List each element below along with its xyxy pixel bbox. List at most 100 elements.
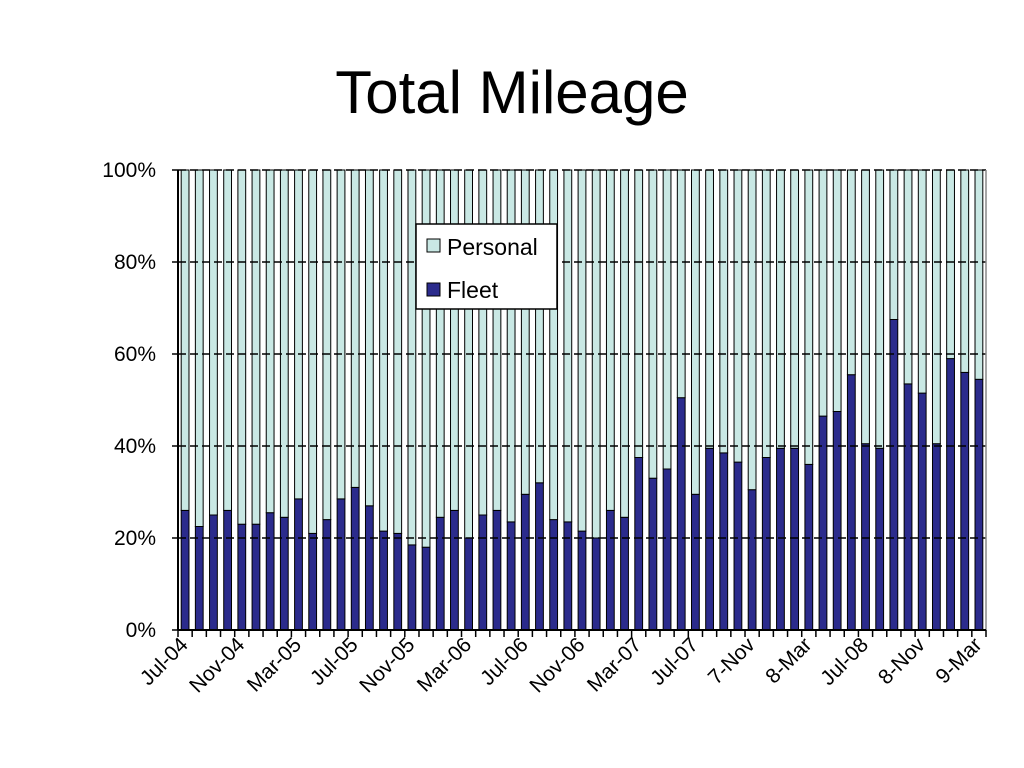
x-tick-label: 8-Mar — [761, 633, 816, 688]
bar-personal — [379, 169, 388, 532]
bar-fleet — [194, 526, 204, 631]
bar-fleet — [393, 532, 403, 631]
bar-fleet — [960, 371, 970, 631]
bar-fleet — [790, 447, 800, 631]
legend-label-personal: Personal — [447, 234, 538, 260]
bar-personal — [223, 169, 233, 511]
bar-personal — [563, 169, 573, 523]
bar-personal — [818, 169, 828, 417]
bar-personal — [804, 169, 814, 465]
y-tick-label: 40% — [114, 435, 156, 458]
x-tick-label: Jul-06 — [476, 633, 533, 690]
bar-personal — [265, 169, 275, 514]
bar-personal — [450, 169, 459, 511]
x-tick-label: Mar-05 — [243, 633, 306, 696]
bar-personal — [421, 169, 431, 548]
bar-personal — [903, 169, 913, 385]
x-tick-label: 7-Nov — [704, 633, 760, 689]
bar-fleet — [322, 519, 332, 631]
bar-personal — [676, 169, 686, 399]
bar-fleet — [209, 514, 218, 631]
bar-fleet — [279, 516, 289, 631]
bar-personal — [960, 169, 970, 373]
bar-fleet — [648, 477, 658, 631]
bar-personal — [577, 169, 587, 532]
bar-fleet — [450, 509, 459, 631]
bar-fleet — [251, 523, 261, 631]
bar-personal — [180, 169, 190, 511]
bar-personal — [776, 169, 785, 449]
bar-personal — [350, 169, 360, 488]
bar-fleet — [776, 447, 785, 631]
bar-personal — [294, 169, 303, 500]
bar-fleet — [492, 509, 502, 631]
legend-swatch-personal — [426, 238, 441, 253]
bar-personal — [492, 169, 502, 511]
bar-personal — [861, 169, 870, 445]
bar-fleet — [223, 509, 233, 631]
bar-personal — [364, 169, 374, 507]
bar-personal — [237, 169, 247, 525]
bar-fleet — [861, 443, 870, 631]
bar-personal — [605, 169, 615, 511]
bar-personal — [931, 169, 941, 445]
bar-personal — [435, 169, 445, 518]
bar-fleet — [747, 489, 757, 631]
bar-fleet — [294, 498, 303, 631]
bar-personal — [620, 169, 629, 518]
bar-fleet — [549, 519, 559, 631]
bar-fleet — [662, 468, 672, 631]
bar-fleet — [577, 530, 587, 631]
bar-personal — [251, 169, 261, 525]
y-tick-label: 0% — [126, 619, 156, 642]
bar-personal — [535, 169, 544, 484]
y-tick-label: 20% — [114, 527, 156, 550]
bar-personal — [209, 169, 218, 516]
bar-personal — [974, 169, 984, 380]
bar-fleet — [265, 512, 275, 631]
bar-fleet — [364, 505, 374, 631]
bar-fleet — [308, 532, 318, 631]
bar-personal — [662, 169, 672, 470]
y-tick-label: 100% — [102, 159, 156, 182]
bar-personal — [846, 169, 856, 376]
bar-fleet — [407, 544, 417, 631]
bar-personal — [520, 169, 530, 495]
bar-fleet — [421, 546, 431, 631]
bar-personal — [279, 169, 289, 518]
bar-fleet — [336, 498, 346, 631]
bar-fleet — [691, 493, 700, 631]
bar-personal — [719, 169, 729, 454]
bar-fleet — [634, 457, 644, 631]
bar-personal — [761, 169, 771, 458]
x-tick-label: 9-Mar — [931, 633, 986, 688]
bar-personal — [648, 169, 658, 479]
x-tick-label: Mar-07 — [583, 633, 646, 696]
x-tick-label: Jul-08 — [816, 633, 873, 690]
bar-fleet — [818, 415, 828, 631]
bar-fleet — [931, 443, 941, 631]
bar-fleet — [379, 530, 388, 631]
bar-fleet — [946, 358, 955, 631]
bar-fleet — [875, 447, 885, 631]
legend-label-fleet: Fleet — [447, 277, 499, 303]
bar-personal — [634, 169, 644, 458]
axes — [172, 169, 987, 637]
bar-personal — [393, 169, 403, 534]
x-tick-label: Jul-05 — [306, 633, 363, 690]
bar-fleet — [237, 523, 247, 631]
bar-personal — [549, 169, 559, 521]
bar-fleet — [464, 537, 473, 631]
bar-personal — [875, 169, 885, 449]
bar-personal — [747, 169, 757, 491]
bar-fleet — [520, 493, 530, 631]
y-tick-label: 60% — [114, 343, 156, 366]
gridlines — [178, 169, 986, 539]
bar-fleet — [889, 319, 899, 631]
bar-fleet — [832, 411, 842, 631]
x-tick-label: Jul-07 — [646, 633, 703, 690]
x-tick-label: Nov-04 — [185, 633, 249, 697]
chart-title: Total Mileage — [335, 59, 689, 126]
